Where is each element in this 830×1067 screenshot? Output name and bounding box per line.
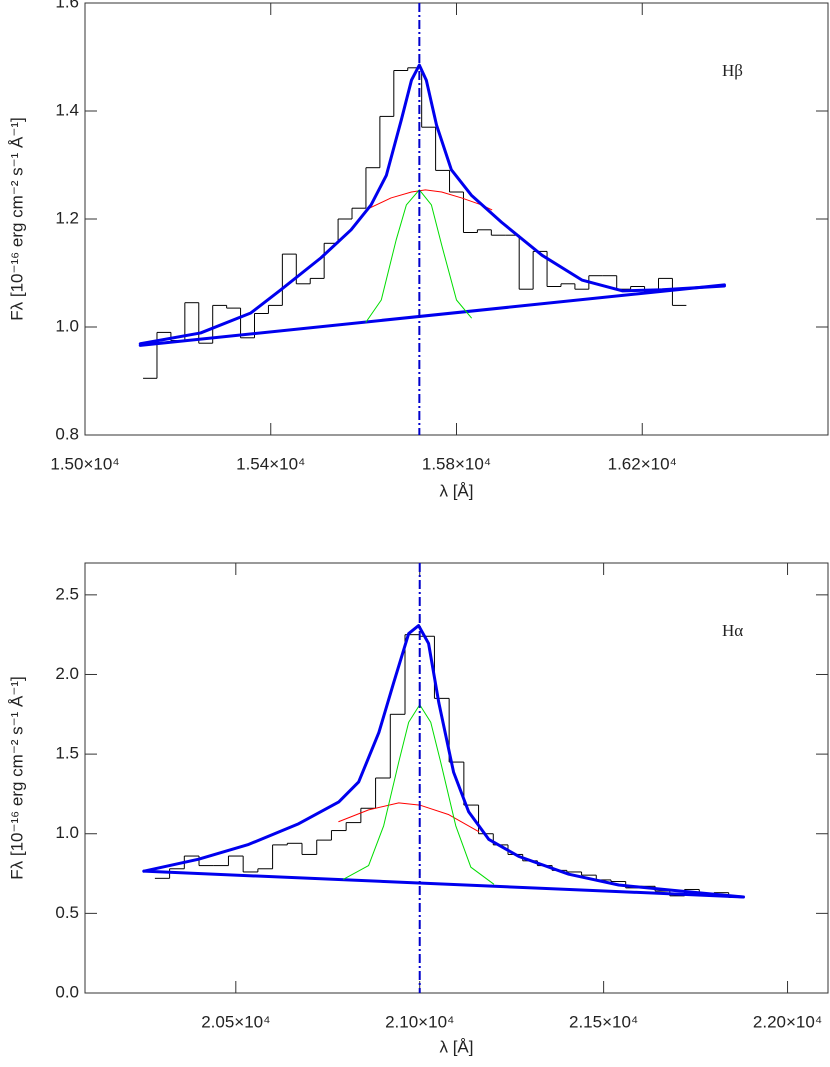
axis-box [84,562,829,994]
fit-curve [142,624,745,899]
y-tick-label: 1.2 [55,208,79,227]
y-tick-label: 0.0 [55,982,79,1001]
y-tick-label: 1.0 [55,823,79,842]
y-tick-label: 2.5 [55,584,79,603]
fit-curve [142,869,745,899]
fit-curve [343,704,495,885]
y-axis-label: Fλ [10⁻¹⁶ erg cm⁻² s⁻¹ Å⁻¹] [7,676,26,879]
x-axis-label: λ [Å] [439,481,473,500]
x-tick-label: 2.15×10⁴ [569,1012,638,1031]
x-tick-label: 1.58×10⁴ [422,454,491,473]
y-tick-label: 1.5 [55,744,79,763]
y-tick-label: 1.6 [55,0,79,11]
fit-curve [138,63,726,346]
fit-curve [365,189,493,211]
x-tick-label: 1.50×10⁴ [50,454,119,473]
x-axis-label: λ [Å] [439,1037,473,1056]
y-tick-label: 1.4 [55,100,79,119]
y-axis-label: Fλ [10⁻¹⁶ erg cm⁻² s⁻¹ Å⁻¹] [7,117,26,320]
y-tick-label: 0.8 [55,424,79,443]
annotation: Hβ [722,61,743,80]
x-tick-label: 2.10×10⁴ [385,1012,454,1031]
fit-curve [338,802,480,833]
y-tick-label: 0.5 [55,903,79,922]
y-tick-label: 1.0 [55,316,79,335]
fit-curve [365,189,472,323]
x-tick-label: 2.05×10⁴ [201,1012,270,1031]
fit-curve [138,283,726,347]
panel: 1.50×10⁴ 1.54×10⁴ 1.58×10⁴ 1.62×10⁴ 0.8 1.0 1.… [7,0,829,500]
x-tick-label: 1.62×10⁴ [608,454,677,473]
axis-box [84,2,829,436]
y-tick-label: 2.0 [55,664,79,683]
x-tick-label: 2.20×10⁴ [753,1012,822,1031]
x-tick-label: 1.54×10⁴ [236,454,305,473]
annotation: Hα [722,621,743,640]
panel: 2.05×10⁴ 2.10×10⁴ 2.15×10⁴ 2.20×10⁴ 0.0 0.5 1.… [7,562,829,1056]
